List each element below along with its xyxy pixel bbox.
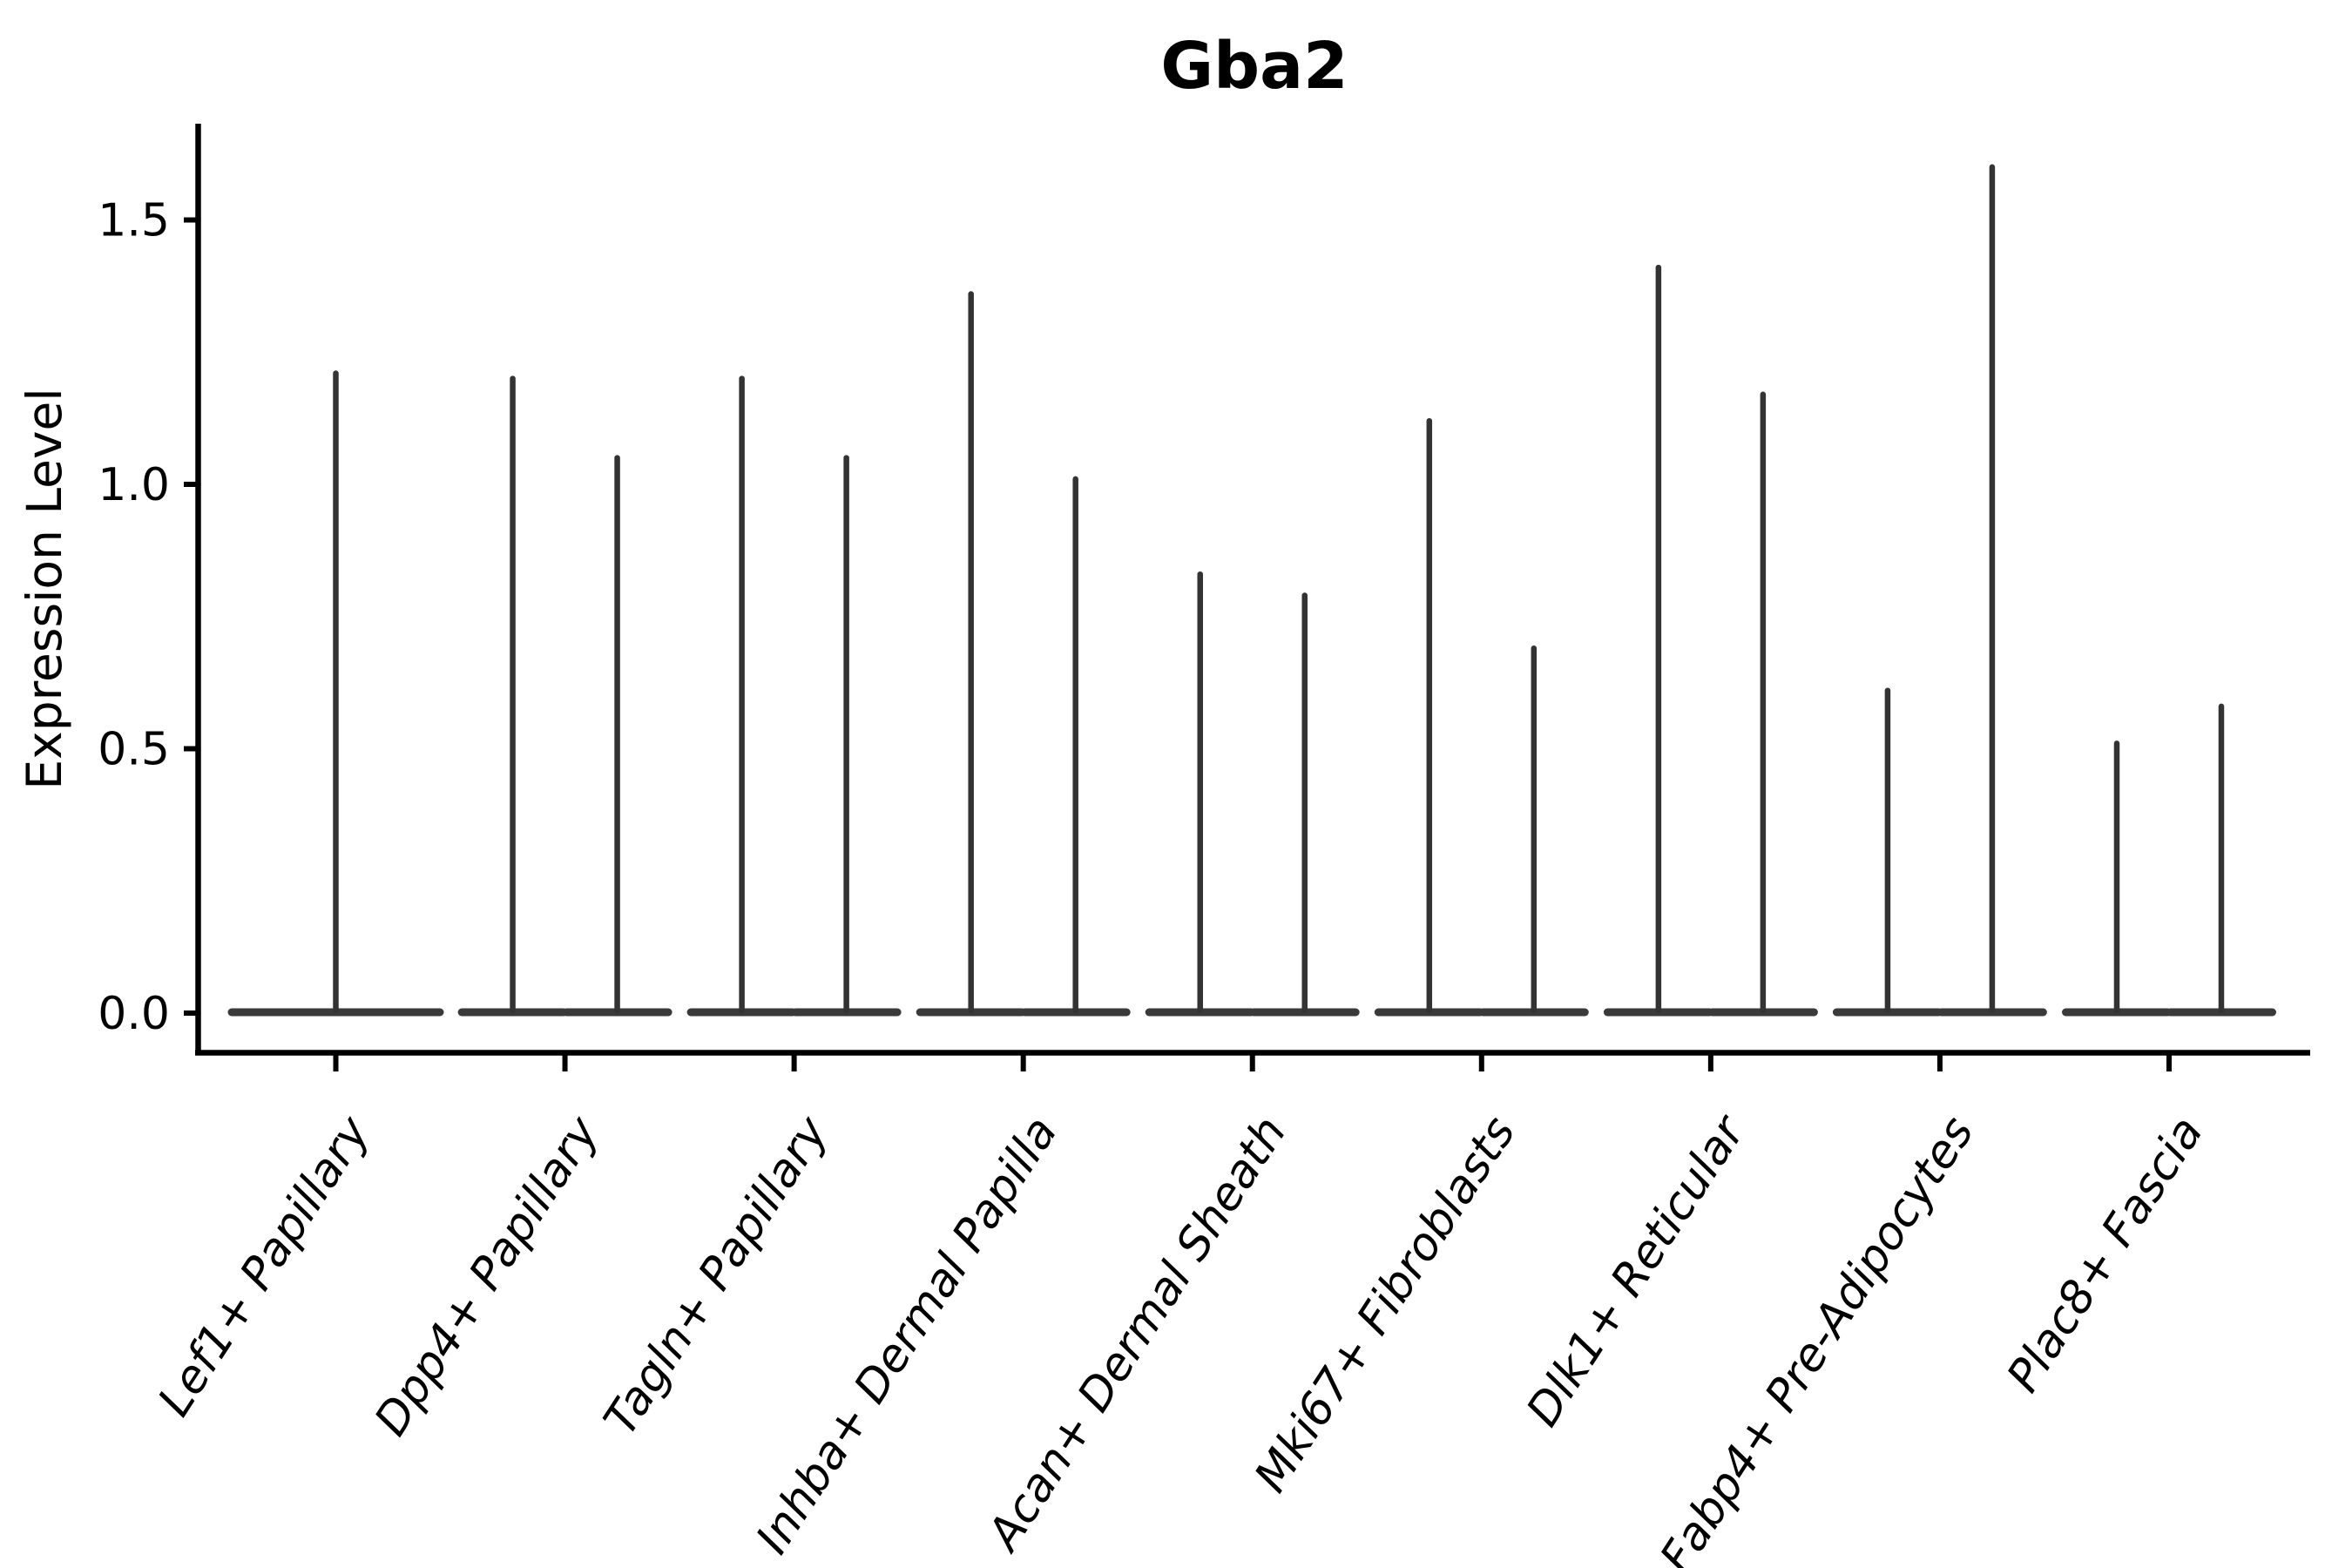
x-tick-label: Dlk1+ Reticular: [1517, 1105, 1757, 1436]
x-tick-label: Lef1+ Papillary: [148, 1106, 381, 1425]
axes-layer: [184, 124, 2310, 1071]
y-tick-label: 0.5: [98, 724, 170, 776]
y-axis-label: Expression Level: [17, 388, 72, 789]
x-tick-label: Tagln+ Papillary: [594, 1106, 839, 1444]
x-tick-label: Dpp4+ Papillary: [365, 1106, 610, 1444]
x-tick-label: Mki67+ Fibroblasts: [1245, 1107, 1526, 1501]
y-tick-label: 1.0: [98, 459, 170, 511]
x-tick-label: Plac8+ Fascia: [1997, 1107, 2213, 1401]
violins-layer: [227, 164, 2276, 1017]
y-tick-label: 0.0: [98, 988, 170, 1040]
y-tick-label: 1.5: [98, 195, 170, 247]
chart-title: Gba2: [1160, 29, 1348, 104]
